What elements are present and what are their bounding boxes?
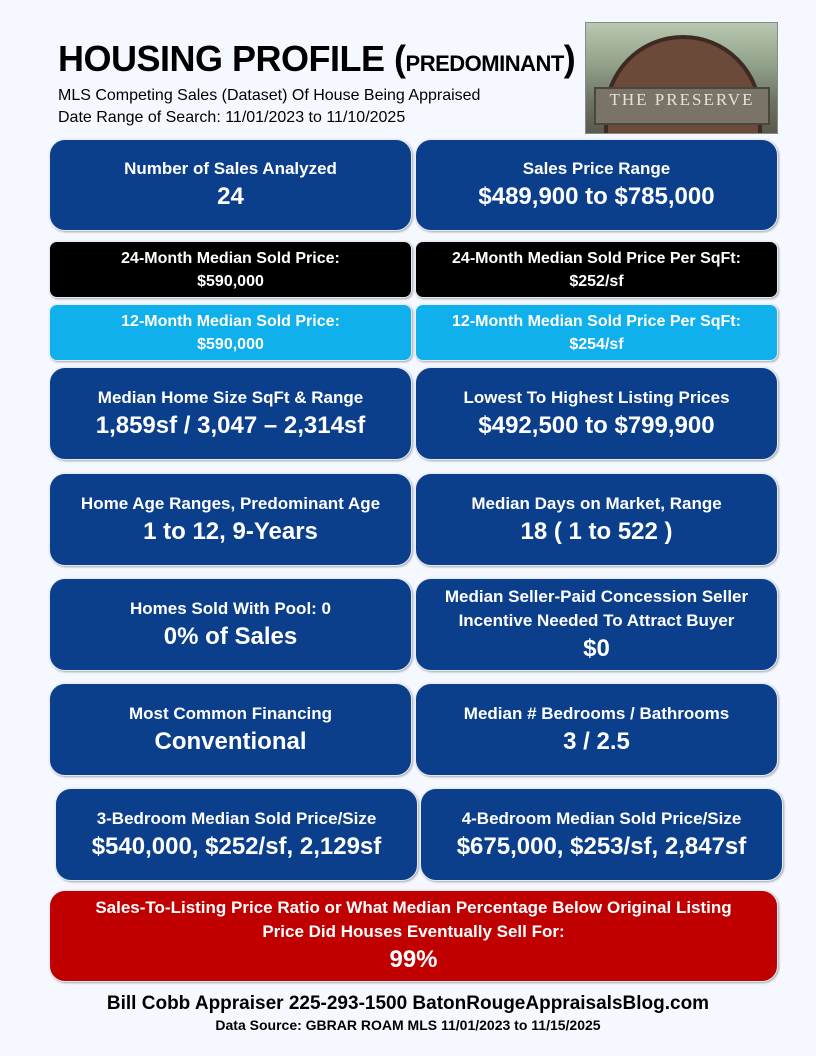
bed4-value: $675,000, $253/sf, 2,847sf [456,832,747,860]
price-range-card: Sales Price Range $489,900 to $785,000 [415,139,778,231]
financing-label: Most Common Financing [128,703,333,723]
ratio-label-1: Sales-To-Listing Price Ratio or What Med… [95,898,732,917]
bed4-label: 4-Bedroom Median Sold Price/Size [461,808,742,828]
bed-bath-value: 3 / 2.5 [563,727,630,755]
bed3-value: $540,000, $252/sf, 2,129sf [91,832,382,860]
bed-bath-label: Median # Bedrooms / Bathrooms [463,703,730,723]
days-market-card: Median Days on Market, Range 18 ( 1 to 5… [415,473,778,566]
median-12-sqft-label: 12-Month Median Sold Price Per SqFt: [452,312,741,330]
sales-analyzed-card: Number of Sales Analyzed 24 [49,139,412,231]
home-age-value: 1 to 12, 9-Years [143,517,318,545]
median-24-label: 24-Month Median Sold Price: [121,249,340,267]
median-12-value: $590,000 [197,335,264,353]
subtitle-dataset: MLS Competing Sales (Dataset) Of House B… [58,87,481,104]
home-size-value: 1,859sf / 3,047 – 2,314sf [95,411,366,439]
ratio-value: 99% [389,946,438,973]
home-age-card: Home Age Ranges, Predominant Age 1 to 12… [49,473,412,566]
concession-value: $0 [583,634,610,662]
sales-to-listing-ratio-card: Sales-To-Listing Price Ratio or What Med… [49,890,778,982]
pool-card: Homes Sold With Pool: 0 0% of Sales [49,578,412,671]
price-range-label: Sales Price Range [522,159,671,178]
median-12-sqft-value: $254/sf [569,335,624,353]
page-title: HOUSING PROFILE (PREDOMINANT) [58,38,576,79]
median-24-sqft-card: 24-Month Median Sold Price Per SqFt: $25… [415,241,778,298]
median-24-value: $590,000 [197,272,264,290]
median-24-sqft-value: $252/sf [569,272,624,290]
subdivision-entrance-photo: THE PRESERVE [585,22,778,134]
financing-card: Most Common Financing Conventional [49,683,412,776]
header: HOUSING PROFILE (PREDOMINANT) MLS Compet… [58,38,578,129]
entrance-sign: THE PRESERVE [594,87,770,125]
concession-label-2: Incentive Needed To Attract Buyer [458,610,735,630]
median-12-card: 12-Month Median Sold Price: $590,000 [49,304,412,361]
financing-value: Conventional [154,727,307,755]
listing-prices-label: Lowest To Highest Listing Prices [463,387,730,407]
days-market-label: Median Days on Market, Range [471,493,722,513]
sales-analyzed-value: 24 [217,183,244,210]
bed3-label: 3-Bedroom Median Sold Price/Size [96,808,377,828]
home-size-card: Median Home Size SqFt & Range 1,859sf / … [49,367,412,460]
median-24-card: 24-Month Median Sold Price: $590,000 [49,241,412,298]
bed-bath-card: Median # Bedrooms / Bathrooms 3 / 2.5 [415,683,778,776]
pool-value: 0% of Sales [163,622,298,650]
footer-contact: Bill Cobb Appraiser 225-293-1500 BatonRo… [106,993,710,1014]
footer-data-source: Data Source: GBRAR ROAM MLS 11/01/2023 t… [215,1017,601,1033]
home-age-label: Home Age Ranges, Predominant Age [80,493,381,513]
sales-analyzed-label: Number of Sales Analyzed [124,159,337,178]
bed4-card: 4-Bedroom Median Sold Price/Size $675,00… [420,788,783,881]
median-24-sqft-label: 24-Month Median Sold Price Per SqFt: [452,249,741,267]
concession-label-1: Median Seller-Paid Concession Seller [444,586,749,606]
median-12-label: 12-Month Median Sold Price: [121,312,340,330]
listing-prices-value: $492,500 to $799,900 [478,411,715,439]
price-range-value: $489,900 to $785,000 [478,183,715,210]
home-size-label: Median Home Size SqFt & Range [97,387,364,407]
median-12-sqft-card: 12-Month Median Sold Price Per SqFt: $25… [415,304,778,361]
bed3-card: 3-Bedroom Median Sold Price/Size $540,00… [55,788,418,881]
listing-prices-card: Lowest To Highest Listing Prices $492,50… [415,367,778,460]
pool-label: Homes Sold With Pool: 0 [129,598,332,618]
subtitle-date-range: Date Range of Search: 11/01/2023 to 11/1… [58,109,406,126]
ratio-label-2: Price Did Houses Eventually Sell For: [262,922,565,941]
days-market-value: 18 ( 1 to 522 ) [520,517,673,545]
concession-card: Median Seller-Paid Concession Seller Inc… [415,578,778,671]
